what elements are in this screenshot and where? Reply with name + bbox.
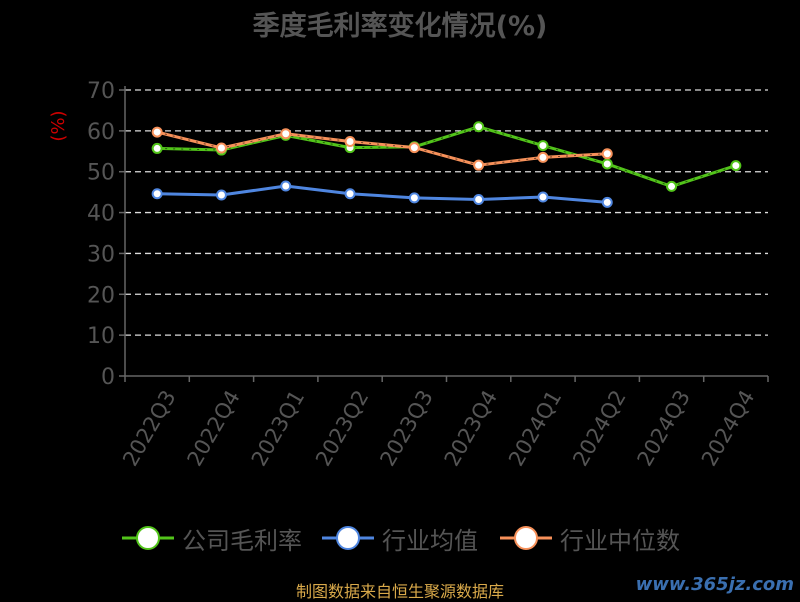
x-tick-label: 2023Q4 bbox=[440, 386, 502, 470]
data-point bbox=[215, 189, 227, 201]
legend-symbol bbox=[122, 526, 174, 550]
x-tick-label: 2024Q3 bbox=[633, 386, 695, 470]
y-axis-label: (%) bbox=[48, 110, 69, 141]
legend-label: 行业均值 bbox=[382, 526, 478, 555]
data-point bbox=[730, 160, 742, 172]
data-point bbox=[344, 188, 356, 200]
legend-symbol bbox=[322, 526, 374, 550]
data-point bbox=[408, 192, 420, 204]
data-point bbox=[537, 191, 549, 203]
data-source-note: 制图数据来自恒生聚源数据库 bbox=[295, 582, 504, 601]
x-tick-label: 2023Q1 bbox=[247, 386, 309, 470]
data-point bbox=[280, 180, 292, 192]
data-point bbox=[601, 158, 613, 170]
x-tick-label: 2024Q2 bbox=[568, 386, 630, 470]
series-lines bbox=[151, 121, 742, 208]
data-point bbox=[666, 180, 678, 192]
data-point bbox=[537, 151, 549, 163]
x-tick-labels: 2022Q3 2022Q4 2023Q1 2023Q2 2023Q3 2023Q4 2024… bbox=[118, 386, 759, 470]
data-point bbox=[473, 159, 485, 171]
chart-title: 季度毛利率变化情况(%) bbox=[252, 11, 548, 42]
data-point bbox=[151, 142, 163, 154]
data-point bbox=[215, 142, 227, 154]
x-tick-label: 2024Q1 bbox=[504, 386, 566, 470]
x-tick-label: 2023Q2 bbox=[311, 386, 373, 470]
y-tick-label: 10 bbox=[87, 324, 115, 349]
data-point bbox=[601, 196, 613, 208]
series-line bbox=[155, 130, 609, 167]
series-1 bbox=[151, 180, 613, 208]
y-tick-label: 40 bbox=[87, 202, 115, 227]
series-line bbox=[155, 184, 609, 204]
legend-symbol bbox=[500, 526, 552, 550]
y-tick-label: 20 bbox=[87, 283, 115, 308]
watermark: www.365jz.com bbox=[635, 574, 794, 595]
x-tick-label: 2024Q4 bbox=[697, 386, 759, 470]
y-tick-label: 50 bbox=[87, 161, 115, 186]
legend-item[interactable]: 行业均值 bbox=[322, 518, 478, 558]
series-2 bbox=[151, 126, 613, 171]
y-tick-labels: 0 10 20 30 40 50 60 70 bbox=[87, 79, 115, 390]
legend-label: 行业中位数 bbox=[560, 526, 680, 555]
y-tick-label: 30 bbox=[87, 242, 115, 267]
data-point bbox=[344, 135, 356, 147]
data-point bbox=[601, 148, 613, 160]
legend: 公司毛利率 行业均值 行业中位数 bbox=[0, 518, 800, 558]
y-tick-label: 0 bbox=[101, 365, 115, 390]
data-point bbox=[473, 121, 485, 133]
data-point bbox=[151, 188, 163, 200]
legend-item[interactable]: 公司毛利率 bbox=[122, 518, 302, 558]
data-point bbox=[280, 128, 292, 140]
x-tick-label: 2022Q4 bbox=[182, 386, 244, 470]
data-point bbox=[151, 126, 163, 138]
y-tick-label: 70 bbox=[87, 79, 115, 104]
legend-item[interactable]: 行业中位数 bbox=[500, 518, 680, 558]
legend-label: 公司毛利率 bbox=[182, 526, 302, 555]
grid-lines bbox=[125, 89, 768, 336]
x-tick-label: 2022Q3 bbox=[118, 386, 180, 470]
series-line-dash bbox=[157, 126, 737, 187]
data-point bbox=[537, 140, 549, 152]
x-tick-label: 2023Q3 bbox=[375, 386, 437, 470]
axes bbox=[119, 86, 769, 382]
y-tick-label: 60 bbox=[87, 120, 115, 145]
data-point bbox=[473, 193, 485, 205]
data-point bbox=[408, 142, 420, 154]
